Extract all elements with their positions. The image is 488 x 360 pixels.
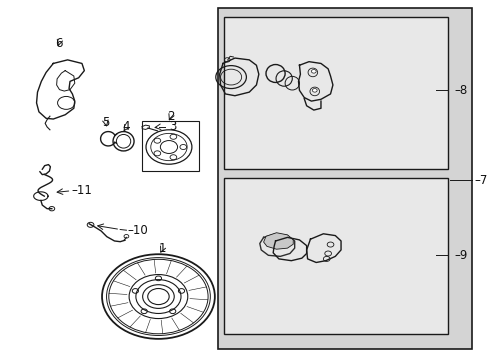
Text: –7: –7 [473,174,487,186]
Bar [142,121,199,171]
Text: –11: –11 [71,184,92,197]
Text: 4: 4 [122,121,130,134]
Text: 1: 1 [158,242,166,255]
Text: 6: 6 [55,36,62,50]
Text: –10: –10 [127,224,148,238]
Text: –8: –8 [454,84,467,97]
Text: –9: –9 [454,249,467,262]
Bar [224,178,447,334]
Circle shape [311,69,316,73]
Circle shape [312,89,317,92]
Polygon shape [263,233,293,249]
Bar [218,8,470,348]
Text: 2: 2 [167,110,174,123]
Text: 3: 3 [169,120,176,133]
Bar [224,17,447,169]
Text: 5: 5 [102,116,109,129]
